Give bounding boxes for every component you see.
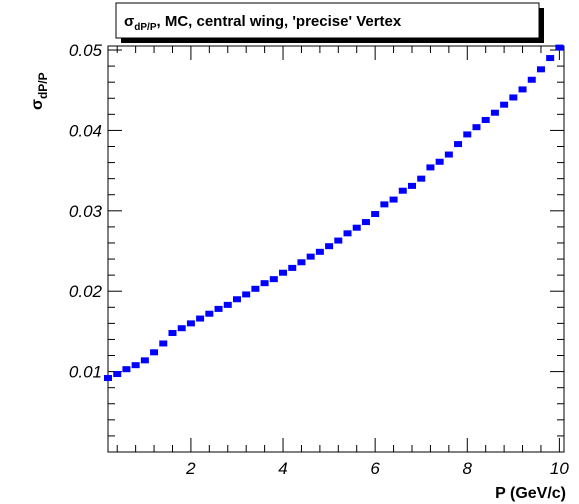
y-tick-label: 0.05 — [69, 41, 103, 60]
data-point — [288, 264, 297, 271]
x-tick-label: 4 — [278, 459, 287, 478]
data-point — [334, 237, 343, 244]
data-point — [260, 280, 269, 287]
y-tick-label: 0.02 — [69, 282, 103, 301]
data-point — [122, 366, 131, 373]
data-point — [269, 276, 278, 283]
data-point — [232, 296, 241, 303]
x-tick-label: 10 — [550, 459, 569, 478]
plot-frame — [107, 45, 565, 453]
data-point — [472, 124, 481, 131]
title-text: , MC, central wing, 'precise' Vertex — [157, 13, 402, 30]
data-point — [315, 248, 324, 255]
data-point — [481, 116, 490, 123]
data-point — [371, 211, 380, 218]
y-title-symbol: σ — [29, 99, 46, 110]
data-point — [223, 301, 232, 308]
data-point — [398, 187, 407, 194]
data-point — [490, 109, 499, 116]
axis-ticks — [108, 46, 564, 452]
data-point — [417, 175, 426, 182]
data-point — [131, 362, 140, 369]
data-point — [352, 224, 361, 231]
data-point — [555, 44, 564, 51]
x-tick-label: 8 — [463, 459, 473, 478]
data-point — [435, 158, 444, 165]
y-tick-labels: 0.01 0.02 0.03 0.04 0.05 — [69, 41, 103, 382]
data-point — [325, 243, 334, 250]
data-point — [426, 164, 435, 171]
data-point — [177, 325, 186, 332]
data-point — [389, 196, 398, 203]
data-point — [518, 86, 527, 93]
data-point — [150, 349, 159, 356]
data-point — [380, 201, 389, 208]
data-point — [140, 357, 149, 364]
data-point — [463, 131, 472, 138]
data-point — [509, 94, 518, 101]
title-symbol: σ — [124, 13, 134, 30]
data-point — [214, 305, 223, 312]
data-point — [251, 285, 260, 292]
data-point — [196, 315, 205, 322]
y-tick-label: 0.03 — [69, 202, 103, 221]
x-axis-title: P (GeV/c) — [495, 485, 566, 502]
data-point — [454, 141, 463, 148]
x-tick-label: 6 — [370, 459, 380, 478]
data-point — [297, 259, 306, 266]
y-tick-label: 0.04 — [69, 121, 102, 140]
data-point — [168, 330, 177, 337]
title-subscript: dP/P — [134, 22, 157, 33]
data-point — [113, 371, 122, 378]
data-point — [500, 101, 509, 108]
x-tick-label: 2 — [185, 459, 196, 478]
data-point — [205, 310, 214, 317]
data-points — [104, 44, 564, 382]
data-point — [186, 320, 195, 327]
data-point — [104, 375, 112, 382]
data-point — [343, 230, 352, 237]
data-point — [306, 253, 315, 260]
data-point — [546, 55, 555, 62]
data-point — [536, 66, 545, 73]
data-point — [279, 269, 288, 276]
data-point — [242, 291, 251, 298]
title-box — [115, 2, 540, 39]
y-tick-label: 0.01 — [69, 363, 102, 382]
x-tick-labels: 2 4 6 8 10 — [185, 459, 569, 478]
data-point — [361, 219, 370, 226]
data-point — [444, 151, 453, 158]
y-title-subscript: dP/P — [36, 72, 50, 99]
y-axis-title: σdP/P — [29, 72, 50, 110]
data-point — [527, 76, 536, 83]
data-point — [159, 340, 168, 347]
data-point — [408, 182, 416, 189]
chart-title: σdP/P, MC, central wing, 'precise' Verte… — [124, 13, 402, 33]
